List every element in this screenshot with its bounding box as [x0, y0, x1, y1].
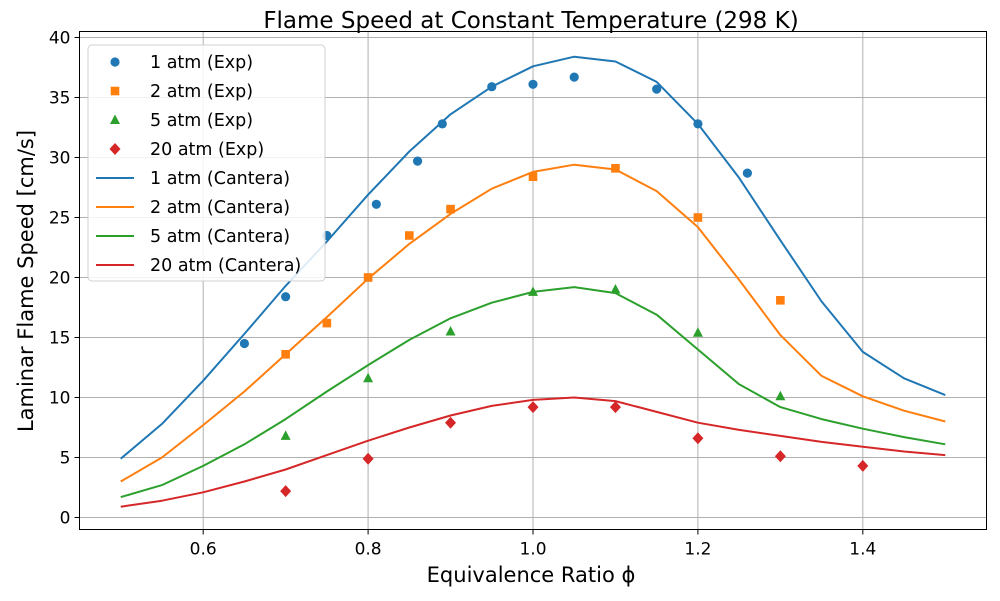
legend-label: 2 atm (Exp)	[150, 82, 253, 102]
exp-series-3	[280, 401, 869, 498]
exp-point	[528, 172, 538, 181]
x-axis-label: Equivalence Ratio ϕ	[427, 563, 636, 587]
exp-point	[487, 82, 497, 92]
legend: 1 atm (Exp) 2 atm (Exp) 5 atm (Exp) 20 atm …	[87, 44, 326, 282]
exp-point	[363, 372, 374, 383]
exp-point	[446, 204, 455, 214]
exp-series-1	[281, 164, 785, 359]
model-line-3	[120, 396, 946, 508]
exp-point	[569, 72, 579, 82]
legend-marker	[109, 143, 121, 155]
model-line-1	[120, 163, 946, 483]
exp-point	[412, 156, 423, 166]
legend-label: 1 atm (Cantera)	[150, 169, 290, 189]
exp-point	[322, 318, 332, 328]
y-tick-label: 0	[60, 509, 71, 529]
y-axis-label: Laminar Flame Speed [cm/s]	[14, 130, 38, 432]
exp-point	[528, 286, 538, 296]
exp-point	[281, 350, 290, 359]
exp-point	[437, 119, 447, 129]
y-tick-label: 25	[49, 209, 71, 229]
exp-point	[405, 231, 414, 240]
x-tick-label: 0.6	[190, 540, 217, 560]
exp-point	[742, 168, 752, 178]
exp-point	[775, 390, 786, 401]
legend-label: 20 atm (Exp)	[150, 140, 264, 160]
exp-point	[774, 450, 786, 463]
x-tick-label: 1.0	[519, 540, 546, 560]
y-tick-label: 35	[49, 89, 71, 109]
exp-point	[280, 485, 292, 498]
y-tick-label: 5	[60, 449, 71, 469]
model-line-0	[120, 55, 946, 460]
y-tick-label: 15	[49, 329, 71, 349]
exp-point	[609, 401, 621, 414]
exp-point	[611, 164, 620, 173]
exp-point	[692, 432, 704, 445]
exp-point	[610, 284, 621, 294]
exp-point	[776, 296, 785, 305]
legend-label: 20 atm (Cantera)	[150, 256, 301, 276]
exp-point	[693, 119, 703, 129]
exp-point	[528, 79, 538, 89]
exp-point	[362, 452, 374, 465]
exp-point	[693, 213, 703, 222]
legend-label: 1 atm (Exp)	[150, 53, 253, 73]
exp-point	[281, 292, 291, 302]
legend-label: 5 atm (Exp)	[150, 111, 253, 131]
exp-point	[692, 327, 703, 337]
exp-point	[280, 430, 291, 440]
x-tick-label: 1.4	[849, 540, 876, 560]
exp-series-2	[280, 284, 786, 440]
x-tick-label: 0.8	[355, 540, 382, 560]
y-tick-label: 10	[49, 389, 71, 409]
exp-point	[527, 401, 539, 414]
axis-ticks: 0.6 0.8 1.0 1.2 1.4 0 5 10 15 20 25 30 35 40	[49, 29, 876, 560]
legend-marker	[110, 114, 120, 124]
exp-point	[445, 416, 457, 429]
x-tick-label: 1.2	[684, 540, 711, 560]
exp-point	[857, 459, 869, 472]
legend-box	[87, 44, 326, 282]
y-tick-label: 20	[49, 269, 71, 289]
exp-point	[445, 326, 456, 336]
exp-point	[652, 84, 662, 94]
series-layer	[120, 55, 946, 508]
legend-marker	[110, 57, 120, 67]
exp-point	[371, 199, 381, 209]
legend-marker	[110, 86, 120, 96]
legend-label: 5 atm (Cantera)	[150, 227, 290, 247]
legend-label: 2 atm (Cantera)	[150, 198, 290, 218]
exp-point	[363, 273, 373, 282]
y-tick-label: 40	[49, 29, 71, 49]
exp-point	[239, 338, 250, 349]
y-tick-label: 30	[49, 149, 71, 169]
chart-title: Flame Speed at Constant Temperature (298…	[263, 8, 798, 34]
